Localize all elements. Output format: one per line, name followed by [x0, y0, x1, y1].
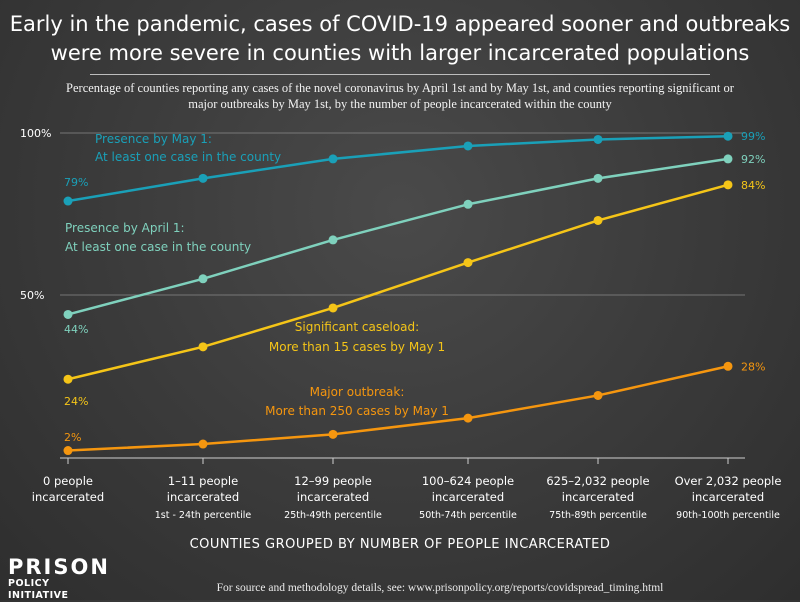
data-point-major	[463, 413, 473, 423]
series-name-significant: Significant caseload:	[295, 320, 419, 334]
x-tick-label: 625–2,032 people	[546, 474, 649, 488]
series-line-major	[67, 365, 729, 452]
series-line-significant	[67, 183, 729, 381]
data-point-significant	[198, 342, 208, 352]
data-point-apr1	[328, 235, 338, 245]
data-point-significant	[463, 258, 473, 268]
series-name-may1: Presence by May 1:	[95, 132, 212, 146]
series-desc-major: More than 250 cases by May 1	[265, 404, 449, 418]
data-point-significant	[328, 303, 338, 313]
series-line-apr1	[67, 157, 729, 316]
logo-line2: POLICY INITIATIVE	[8, 578, 69, 601]
data-point-major	[593, 390, 603, 400]
series-desc-apr1: At least one case in the county	[65, 240, 251, 254]
data-point-may1	[63, 196, 73, 206]
start-value-label-may1: 79%	[64, 176, 88, 189]
data-point-major	[198, 439, 208, 449]
data-point-apr1	[593, 173, 603, 183]
data-point-major	[723, 361, 733, 371]
data-point-may1	[198, 173, 208, 183]
title-divider	[90, 74, 710, 75]
x-axis-title: COUNTIES GROUPED BY NUMBER OF PEOPLE INC…	[189, 537, 611, 552]
data-point-apr1	[723, 154, 733, 164]
series-name-major: Major outbreak:	[310, 385, 405, 399]
series-desc-may1: At least one case in the county	[95, 150, 281, 164]
x-tick-label: 100–624 people	[422, 474, 514, 488]
data-point-apr1	[463, 199, 473, 209]
series-name-apr1: Presence by April 1:	[65, 221, 185, 235]
y-tick-label: 50%	[20, 289, 44, 302]
data-point-may1	[723, 131, 733, 141]
x-tick-label: Over 2,032 people	[675, 474, 782, 488]
source-note: For source and methodology details, see:…	[216, 582, 664, 594]
data-point-may1	[328, 154, 338, 164]
end-value-label-significant: 84%	[741, 179, 765, 192]
data-point-apr1	[63, 309, 73, 319]
chart-title: Early in the pandemic, cases of COVID-19…	[9, 12, 791, 65]
data-point-major	[328, 429, 338, 439]
x-tick-label: 1–11 people	[168, 474, 238, 488]
data-point-major	[63, 446, 73, 456]
start-value-label-significant: 24%	[64, 395, 88, 408]
data-point-significant	[63, 374, 73, 384]
data-point-significant	[593, 215, 603, 225]
x-tick-label: 12–99 people	[294, 474, 372, 488]
x-tick-sublabel: 75th-89th percentile	[549, 510, 647, 521]
logo-line1: PRISON	[8, 555, 110, 579]
prison-policy-logo: PRISON POLICY INITIATIVE	[8, 556, 108, 602]
x-tick-sublabel: 50th-74th percentile	[419, 510, 517, 521]
x-tick-sublabel: 90th-100th percentile	[676, 510, 780, 521]
data-point-apr1	[198, 274, 208, 284]
end-value-label-apr1: 92%	[741, 153, 765, 166]
x-tick-label: incarcerated	[562, 490, 634, 504]
series-line-may1	[67, 134, 729, 203]
x-tick-label: incarcerated	[692, 490, 764, 504]
data-point-may1	[463, 141, 473, 151]
x-tick-sublabel: 25th-49th percentile	[284, 510, 382, 521]
chart-subtitle: Percentage of counties reporting any cas…	[66, 81, 734, 111]
end-value-label-may1: 99%	[741, 130, 765, 143]
x-tick-sublabel: 1st - 24th percentile	[155, 510, 252, 521]
x-tick-label: incarcerated	[167, 490, 239, 504]
x-tick-label: incarcerated	[432, 490, 504, 504]
data-point-may1	[593, 134, 603, 144]
start-value-label-apr1: 44%	[64, 323, 88, 336]
start-value-label-major: 2%	[64, 431, 81, 444]
x-tick-label: incarcerated	[32, 490, 104, 504]
y-tick-label: 100%	[20, 127, 51, 140]
data-point-significant	[723, 180, 733, 190]
end-value-label-major: 28%	[741, 360, 765, 373]
x-tick-label: incarcerated	[297, 490, 369, 504]
series-desc-significant: More than 15 cases by May 1	[269, 340, 445, 354]
x-tick-label: 0 people	[43, 474, 93, 488]
